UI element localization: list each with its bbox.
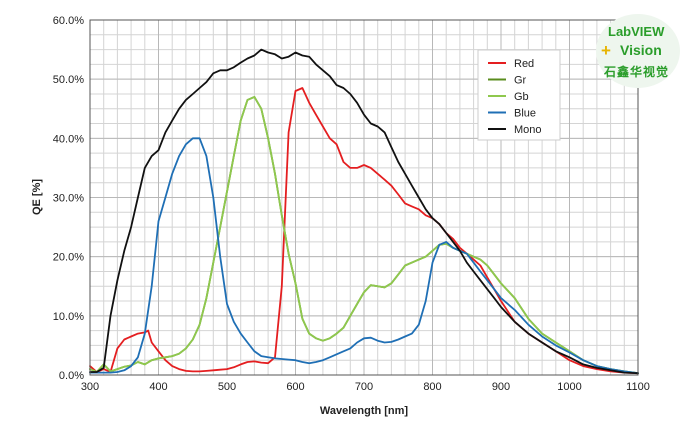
logo-text-chinese: 石鑫华视觉 <box>604 65 670 79</box>
series-line-gb <box>89 96 639 375</box>
y-tick-label: 20.0% <box>53 252 84 264</box>
x-axis-label: Wavelength [nm] <box>320 405 409 417</box>
x-tick-label: 1100 <box>626 381 650 393</box>
chart-legend: Red Gr Gb Blue Mono <box>477 49 561 141</box>
series-line-red <box>89 87 639 375</box>
x-tick-label: 400 <box>149 381 167 393</box>
x-tick-label: 800 <box>423 381 441 393</box>
logo-text-vision: Vision <box>620 42 662 58</box>
y-tick-label: 60.0% <box>53 15 84 27</box>
x-tick-label: 600 <box>286 381 304 393</box>
legend-label-blue: Blue <box>514 108 536 120</box>
x-tick-label: 700 <box>355 381 373 393</box>
series-line-mono <box>89 48 639 375</box>
series-line-blue <box>89 137 639 375</box>
legend-label-gr: Gr <box>514 75 527 87</box>
plot-frame <box>89 19 639 376</box>
y-tick-label: 0.0% <box>59 370 84 382</box>
y-tick-label: 40.0% <box>53 133 84 145</box>
chart-ticks: 300 400 500 600 700 800 900 1000 1100 0.0% 10.0% 20… <box>53 15 650 393</box>
logo-text-labview: LabVIEW <box>608 24 665 39</box>
y-tick-label: 10.0% <box>53 311 84 323</box>
legend-label-red: Red <box>514 58 534 70</box>
legend-label-gb: Gb <box>514 91 529 103</box>
y-tick-label: 30.0% <box>53 193 84 205</box>
y-axis-label: QE [%] <box>31 179 43 215</box>
labview-vision-logo: LabVIEW + Vision 石鑫华视觉 <box>596 14 680 88</box>
logo-plus-icon: + <box>601 41 611 60</box>
y-tick-label: 50.0% <box>53 74 84 86</box>
x-tick-label: 300 <box>81 381 99 393</box>
x-tick-label: 500 <box>218 381 236 393</box>
chart-series <box>89 48 639 375</box>
x-tick-label: 1000 <box>557 381 581 393</box>
legend-label-mono: Mono <box>514 124 542 136</box>
x-tick-label: 900 <box>492 381 510 393</box>
